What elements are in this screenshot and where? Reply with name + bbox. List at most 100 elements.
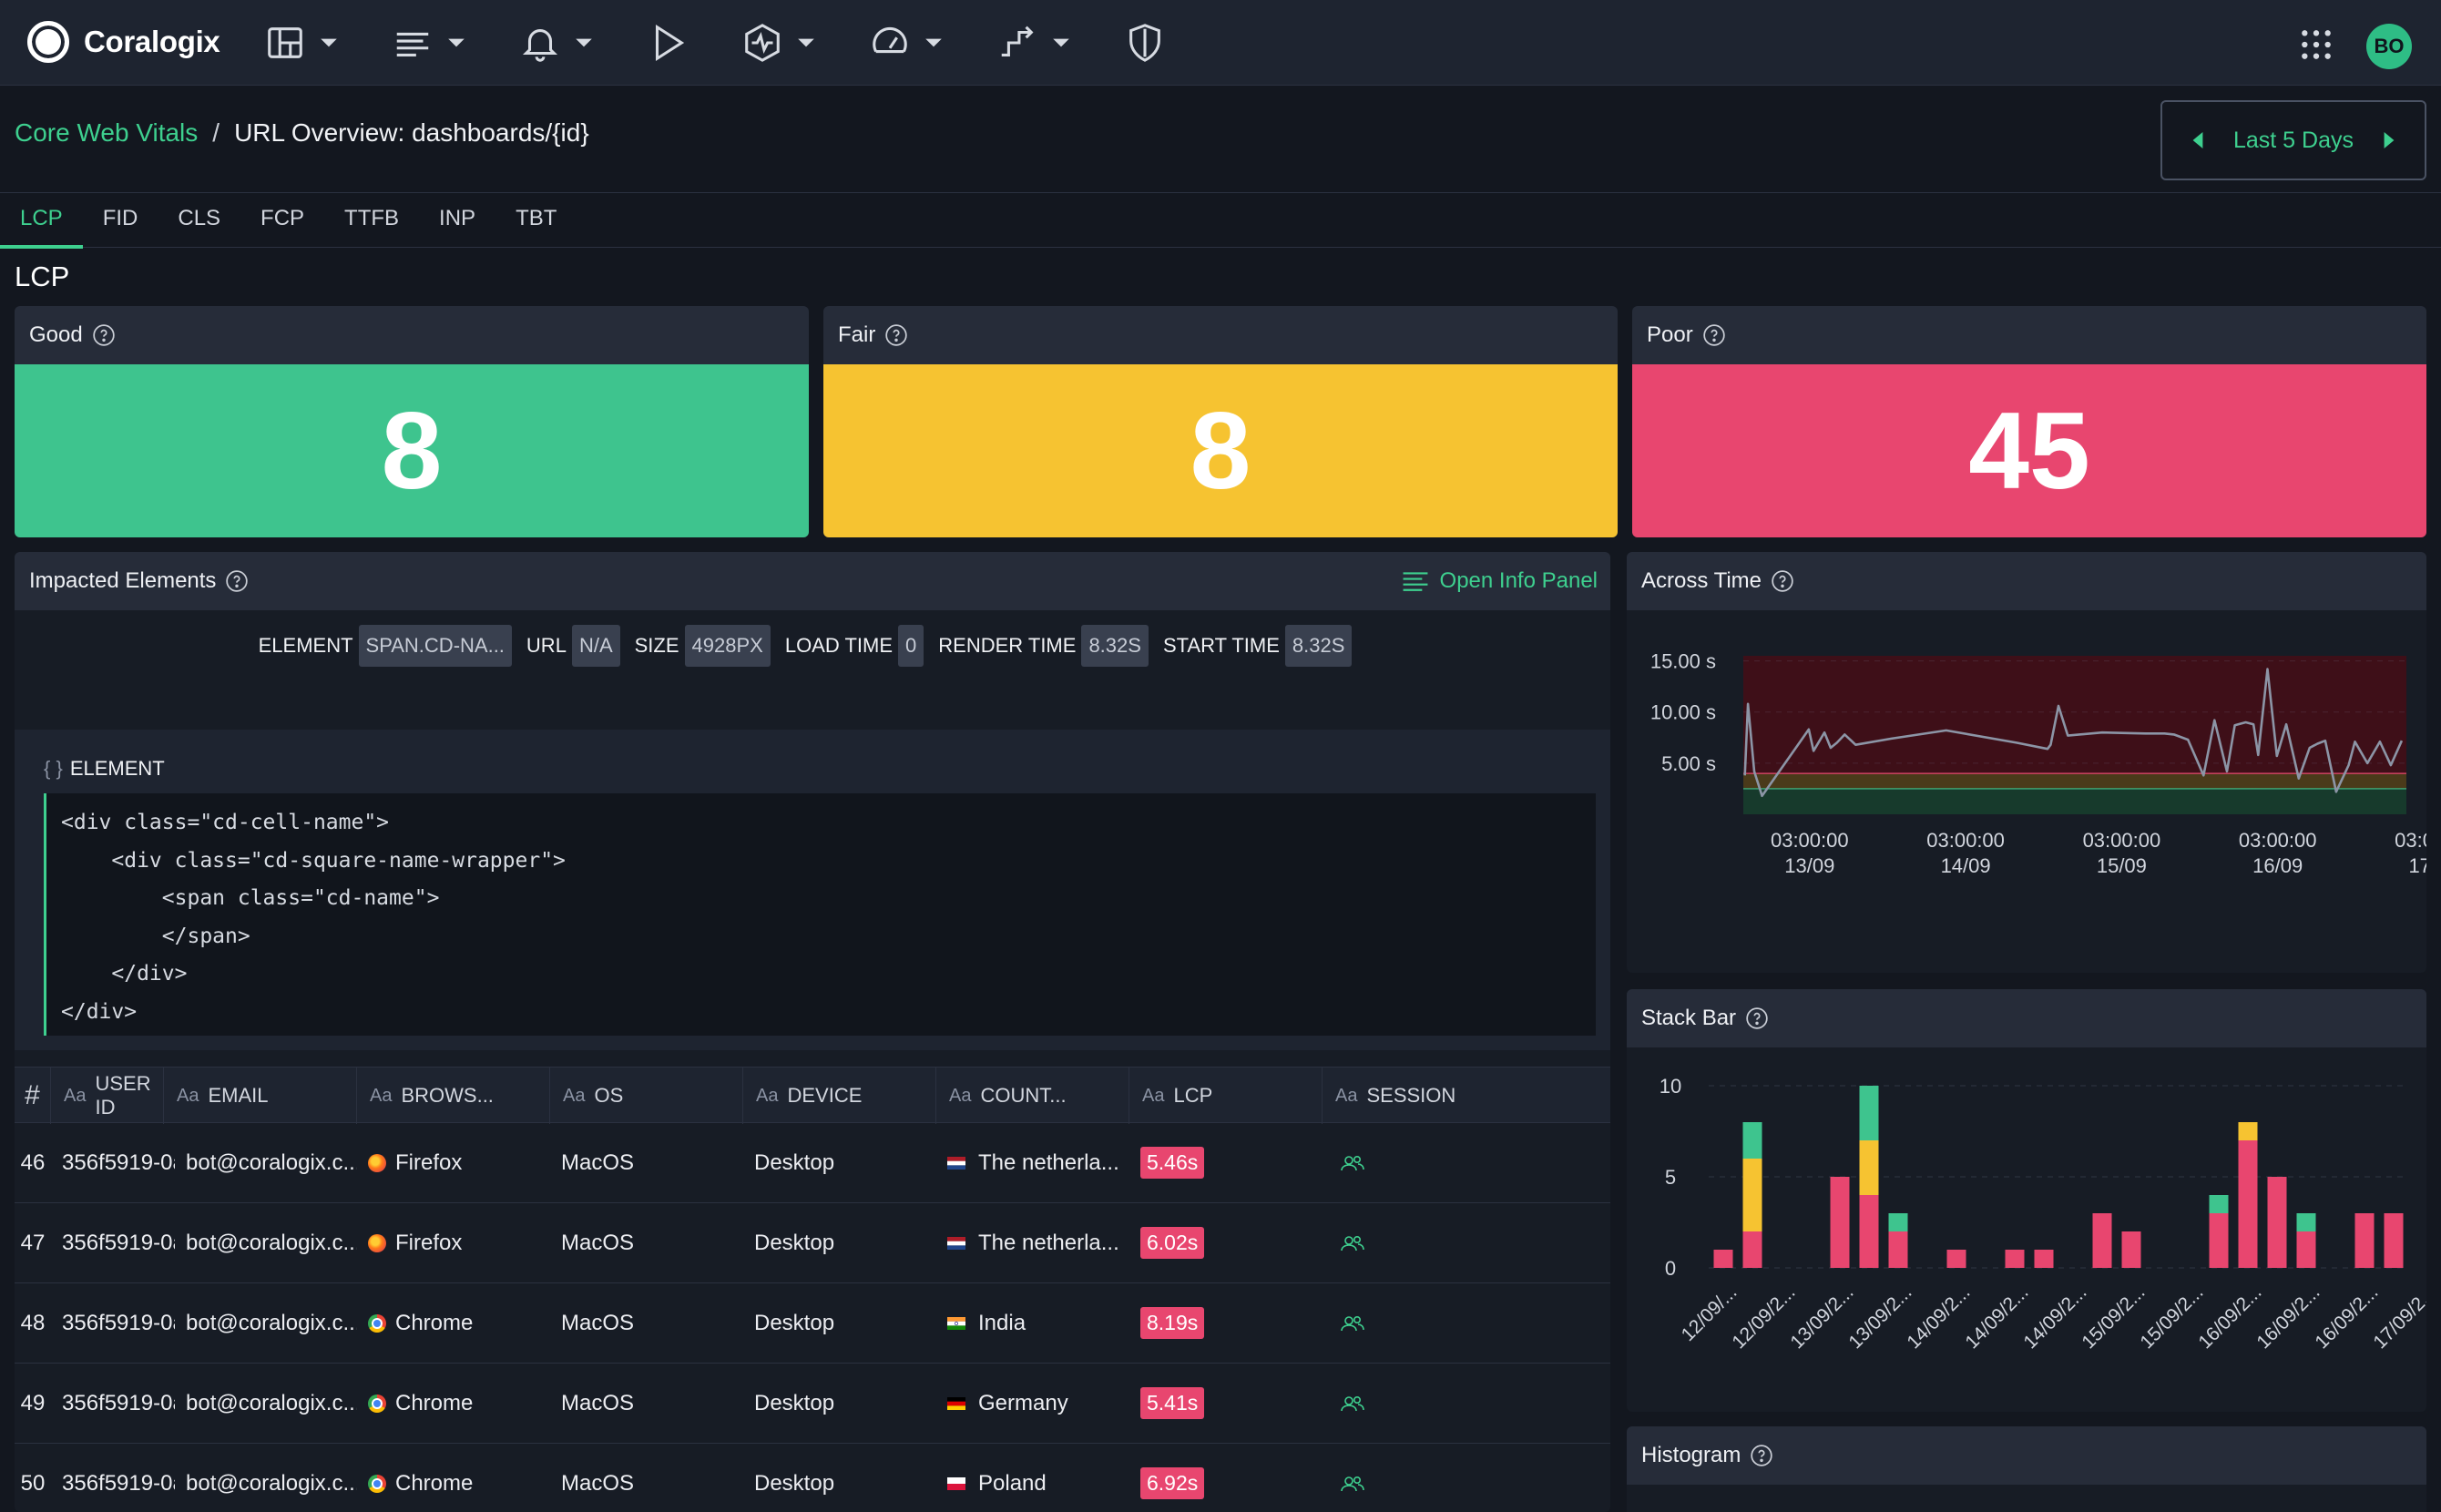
- bar-segment-good[interactable]: [1888, 1213, 1908, 1231]
- india-flag-icon: [947, 1316, 965, 1330]
- cell-browser: Chrome: [357, 1444, 550, 1512]
- kpi-header: Fair: [823, 306, 1618, 364]
- session-replay-icon[interactable]: [1339, 1152, 1366, 1174]
- open-info-panel-button[interactable]: Open Info Panel: [1402, 552, 1598, 610]
- across-time-chart[interactable]: 15.00 s10.00 s5.00 s03:00:0013/0903:00:0…: [1627, 610, 2426, 973]
- table-row[interactable]: 47 356f5919-0ae6... bot@coralogix.c... Fire…: [15, 1203, 1610, 1283]
- bar-segment-poor[interactable]: [1830, 1177, 1850, 1268]
- bar-segment-poor[interactable]: [2121, 1231, 2141, 1268]
- nav-alerts-menu[interactable]: [519, 22, 594, 64]
- chevron-left-icon[interactable]: [2190, 130, 2206, 150]
- bar-segment-fair[interactable]: [2238, 1122, 2258, 1140]
- bar-segment-poor[interactable]: [2354, 1213, 2375, 1268]
- bar-segment-good[interactable]: [2296, 1213, 2316, 1231]
- nav-security-button[interactable]: [1124, 22, 1166, 64]
- nav-logs-menu[interactable]: [392, 22, 466, 64]
- table-row[interactable]: 49 356f5919-0ae6... bot@coralogix.c... Chro…: [15, 1364, 1610, 1444]
- help-icon[interactable]: [225, 569, 249, 593]
- nav-dashboards-menu[interactable]: [264, 22, 339, 64]
- bar-segment-poor[interactable]: [1742, 1231, 1762, 1268]
- coralogix-logo-icon: [27, 21, 69, 63]
- column-header-country[interactable]: Aa COUNT...: [936, 1068, 1129, 1124]
- table-row[interactable]: 46 356f5919-0ae6... bot@coralogix.c... Fire…: [15, 1123, 1610, 1203]
- stack-bar-chart[interactable]: 105012/09/...12/09/2...13/09/2...13/09/2…: [1627, 1047, 2426, 1412]
- column-header-user-id[interactable]: Aa USER ID: [51, 1068, 164, 1124]
- browser-name: Chrome: [395, 1470, 474, 1496]
- help-icon[interactable]: [1745, 1006, 1769, 1030]
- brand-name: Coralogix: [84, 25, 220, 58]
- column-header-session[interactable]: Aa SESSION: [1323, 1068, 1508, 1124]
- dashboard-icon: [268, 27, 302, 58]
- tab-fid[interactable]: FID: [102, 206, 138, 230]
- bar-segment-poor[interactable]: [2034, 1250, 2054, 1268]
- help-icon[interactable]: [92, 323, 116, 347]
- bar-segment-good[interactable]: [2209, 1195, 2229, 1213]
- nav-performance-menu[interactable]: [869, 22, 944, 64]
- chevron-right-icon[interactable]: [2381, 130, 2397, 150]
- bar-segment-fair[interactable]: [1742, 1159, 1762, 1231]
- tab-fcp[interactable]: FCP: [260, 206, 305, 230]
- column-header-lcp[interactable]: Aa LCP: [1129, 1068, 1323, 1124]
- column-header-email[interactable]: Aa EMAIL: [164, 1068, 357, 1124]
- gauge-icon: [873, 26, 907, 54]
- bar-segment-good[interactable]: [1859, 1086, 1879, 1140]
- user-avatar[interactable]: BO: [2366, 24, 2412, 69]
- y-tick-label: 0: [1665, 1257, 1676, 1280]
- panel-header: Histogram: [1627, 1426, 2426, 1485]
- breadcrumb-link-core-web-vitals[interactable]: Core Web Vitals: [15, 118, 199, 147]
- element-code-block[interactable]: <div class="cd-cell-name"> <div class="c…: [44, 793, 1596, 1036]
- session-replay-icon[interactable]: [1339, 1313, 1366, 1334]
- session-replay-icon[interactable]: [1339, 1393, 1366, 1415]
- tab-ttfb[interactable]: TTFB: [344, 206, 400, 230]
- column-header-device[interactable]: Aa DEVICE: [743, 1068, 936, 1124]
- bar-segment-poor[interactable]: [2092, 1213, 2112, 1268]
- code-line: </div>: [61, 962, 188, 986]
- column-header-os[interactable]: Aa OS: [550, 1068, 743, 1124]
- x-tick-label: 16/09/2...: [2311, 1282, 2382, 1353]
- bar-segment-poor[interactable]: [1713, 1250, 1733, 1268]
- nav-apm-menu[interactable]: [741, 22, 816, 64]
- x-tick-time: 03:00:00: [1926, 829, 2005, 852]
- bar-segment-good[interactable]: [1742, 1122, 1762, 1159]
- bar-segment-poor[interactable]: [1859, 1195, 1879, 1268]
- bar-segment-poor[interactable]: [2296, 1231, 2316, 1268]
- chip-value: 8.32S: [1081, 625, 1149, 667]
- cell-lcp: 5.46s: [1129, 1123, 1323, 1202]
- tab-lcp[interactable]: LCP: [0, 193, 83, 249]
- bar-segment-poor[interactable]: [2005, 1250, 2025, 1268]
- bar-segment-poor[interactable]: [2384, 1213, 2404, 1268]
- nav-play-button[interactable]: [647, 22, 689, 64]
- help-icon[interactable]: [1771, 569, 1794, 593]
- table-row[interactable]: 48 356f5919-0ae6... bot@coralogix.c... Chro…: [15, 1283, 1610, 1364]
- session-replay-icon[interactable]: [1339, 1232, 1366, 1254]
- kpi-header: Good: [15, 306, 809, 364]
- x-tick-time: 03:00:00: [2083, 829, 2161, 852]
- session-replay-icon[interactable]: [1339, 1473, 1366, 1495]
- bar-segment-poor[interactable]: [1946, 1250, 1966, 1268]
- panel-title: Histogram: [1641, 1443, 1741, 1467]
- tab-cls[interactable]: CLS: [178, 206, 221, 230]
- bar-segment-fair[interactable]: [1859, 1140, 1879, 1195]
- time-range-picker[interactable]: Last 5 Days: [2160, 100, 2426, 180]
- table-body: 46 356f5919-0ae6... bot@coralogix.c... Fire…: [15, 1123, 1610, 1512]
- tab-inp[interactable]: INP: [439, 206, 476, 230]
- bar-segment-poor[interactable]: [2238, 1140, 2258, 1268]
- brand-logo[interactable]: Coralogix: [27, 20, 220, 64]
- nav-flow-menu[interactable]: [996, 22, 1071, 64]
- tab-tbt[interactable]: TBT: [516, 206, 557, 230]
- chip-value: 8.32S: [1284, 625, 1353, 667]
- lcp-series-line[interactable]: [1743, 668, 2404, 798]
- bar-segment-poor[interactable]: [1888, 1231, 1908, 1268]
- apps-grid-icon[interactable]: [2299, 27, 2334, 62]
- lcp-badge: 5.41s: [1140, 1387, 1205, 1419]
- table-row[interactable]: 50 356f5919-0ae6... bot@coralogix.c... Chro…: [15, 1444, 1610, 1512]
- panel-title: Stack Bar: [1641, 1006, 1737, 1030]
- help-icon[interactable]: [1702, 323, 1726, 347]
- help-icon[interactable]: [884, 323, 908, 347]
- bar-segment-poor[interactable]: [2267, 1177, 2287, 1268]
- help-icon[interactable]: [1750, 1444, 1773, 1467]
- column-header-browser[interactable]: Aa BROWS...: [357, 1068, 550, 1124]
- cell-country: The netherla...: [936, 1123, 1129, 1202]
- histogram-panel: Histogram: [1627, 1426, 2426, 1512]
- bar-segment-poor[interactable]: [2209, 1213, 2229, 1268]
